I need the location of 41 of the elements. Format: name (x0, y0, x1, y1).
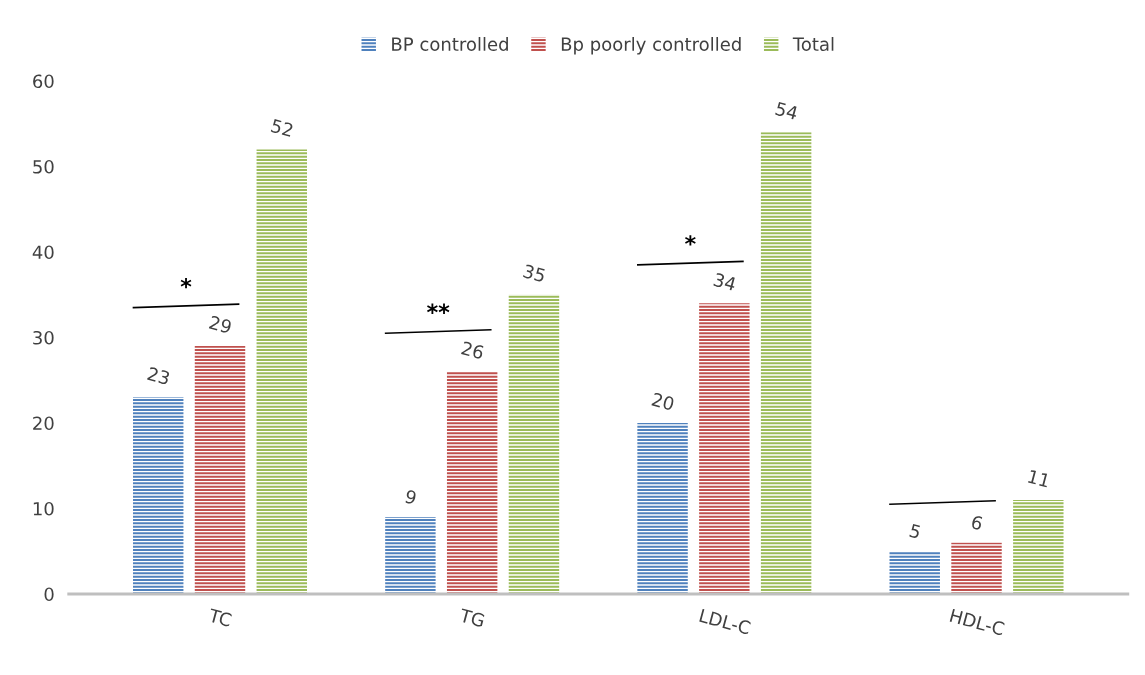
data-label: 5 (909, 523, 921, 539)
y-tick-label: 50 (33, 159, 54, 174)
data-label: 54 (775, 101, 799, 121)
x-tick-label: TG (458, 608, 486, 628)
y-tick-label: 0 (44, 587, 54, 602)
legend-label: Total (792, 37, 834, 51)
bar (951, 542, 1002, 594)
data-label: 9 (404, 489, 417, 505)
bar (133, 397, 184, 594)
data-label: 6 (970, 514, 984, 531)
data-label: 23 (147, 366, 171, 386)
data-label: 26 (461, 340, 485, 360)
data-label: 20 (651, 392, 675, 411)
bar (760, 132, 812, 594)
x-tick-label: LDL-C (699, 608, 752, 635)
y-tick-label: 20 (33, 416, 54, 431)
annotation: * (685, 235, 696, 246)
bar (637, 423, 688, 594)
bar (1013, 499, 1064, 594)
annotation: * (180, 277, 192, 289)
bar (385, 517, 436, 594)
x-tick-label: HDL-C (949, 608, 1005, 636)
legend-label: BP controlled (392, 37, 508, 51)
data-label: 11 (1027, 469, 1050, 488)
legend-label: Bp poorly controlled (561, 37, 741, 55)
y-tick-label: 40 (32, 245, 54, 260)
data-label: 52 (270, 118, 294, 137)
y-tick-label: 30 (33, 330, 54, 345)
data-label: 35 (522, 264, 546, 283)
bar (256, 149, 307, 594)
y-tick-label: 60 (33, 74, 54, 89)
bar (446, 371, 498, 594)
data-label: 29 (208, 315, 233, 334)
bar (194, 346, 246, 594)
bar (699, 303, 750, 594)
y-tick-label: 10 (33, 501, 54, 516)
data-label: 34 (713, 272, 737, 292)
bar (508, 294, 560, 594)
annotation: ** (427, 303, 450, 314)
bar (889, 551, 940, 594)
x-tick-label: TC (207, 608, 233, 627)
